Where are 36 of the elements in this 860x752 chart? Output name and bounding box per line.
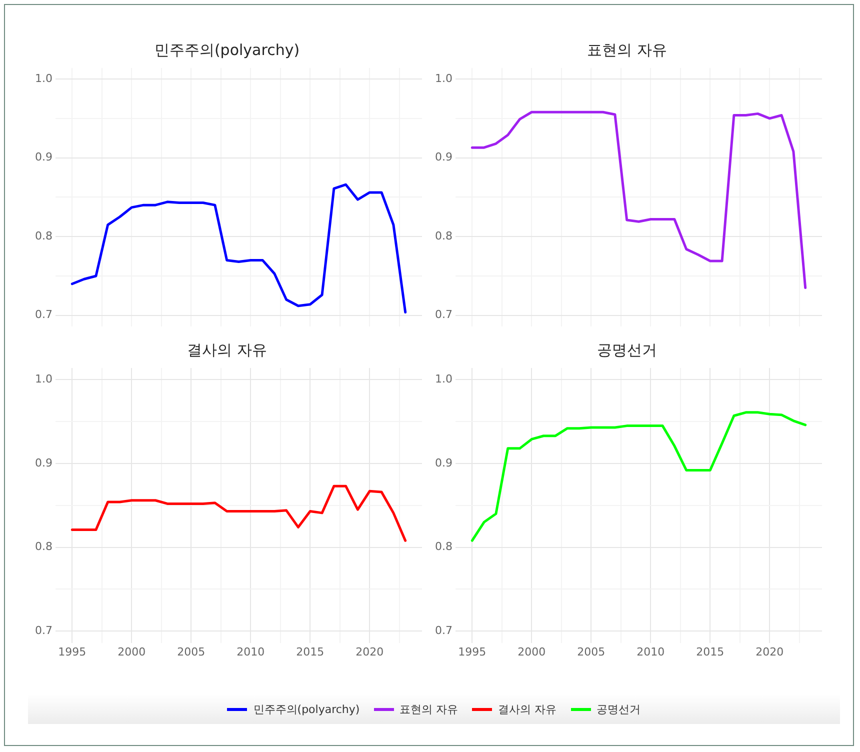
y-tick-label: 0.7 (434, 624, 452, 637)
x-tick-label: 2000 (518, 645, 546, 658)
y-tick-label: 0.9 (434, 150, 452, 164)
chart-title: 공명선거 (597, 340, 657, 359)
y-tick-label: 1.0 (34, 372, 52, 386)
y-tick-label: 0.8 (434, 540, 452, 554)
y-tick-label: 0.8 (34, 229, 52, 242)
x-tick-label: 2020 (356, 645, 384, 658)
chart-title: 결사의 자유 (187, 340, 267, 359)
x-tick-label: 2005 (577, 645, 606, 658)
legend-label: 공명선거 (596, 702, 641, 716)
y-tick-label: 0.8 (34, 540, 52, 554)
legend-label: 표현의 자유 (400, 702, 458, 716)
y-tick-label: 0.7 (434, 308, 452, 322)
x-tick-label: 1995 (458, 645, 486, 658)
y-tick-label: 0.9 (34, 456, 52, 470)
x-tick-label: 1995 (58, 645, 86, 658)
legend-label: 민주주의(polyarchy) (253, 702, 360, 716)
y-tick-label: 0.9 (34, 150, 52, 164)
y-tick-label: 1.0 (434, 372, 452, 386)
y-tick-label: 0.8 (434, 229, 452, 242)
x-tick-label: 2010 (236, 645, 265, 658)
y-tick-label: 0.7 (34, 308, 52, 322)
x-tick-label: 2015 (296, 645, 324, 658)
x-tick-label: 2005 (177, 645, 206, 658)
chart-title: 민주주의(polyarchy) (154, 40, 300, 59)
y-tick-label: 1.0 (34, 72, 52, 85)
y-tick-label: 0.7 (34, 624, 52, 637)
x-tick-label: 2020 (756, 645, 784, 658)
legend-label: 결사의 자유 (498, 702, 557, 716)
chart-title: 표현의 자유 (587, 40, 667, 59)
x-tick-label: 2000 (118, 645, 146, 658)
x-tick-label: 2010 (636, 645, 665, 658)
y-tick-label: 0.9 (434, 456, 452, 470)
x-tick-label: 2015 (696, 645, 724, 658)
y-tick-label: 1.0 (434, 72, 452, 85)
